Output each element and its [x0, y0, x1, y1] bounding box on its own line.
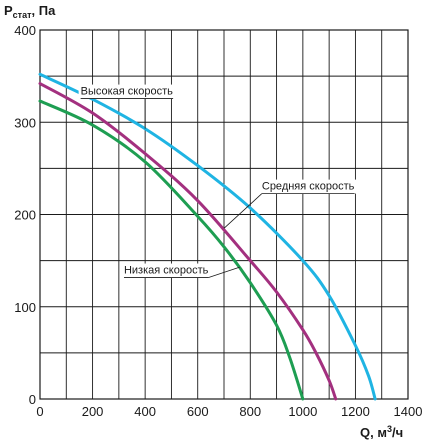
annotation-label: Низкая скорость [124, 265, 209, 277]
y-tick-labels: 0 100 200 300 400 [14, 23, 36, 407]
x-tick-label: 1400 [394, 404, 423, 419]
x-tick-label: 1000 [288, 404, 317, 419]
series-line-2 [38, 99, 305, 401]
y-tick-label: 100 [14, 300, 36, 315]
x-tick-label: 200 [82, 404, 104, 419]
series-lines [38, 72, 377, 401]
curve-annotation: Низкая скорость [121, 263, 240, 278]
plot-border [39, 29, 409, 400]
annotation-label-background [259, 179, 357, 194]
x-tick-label: 400 [134, 404, 156, 419]
y-axis-title: Pстат, Па [4, 3, 56, 20]
annotation-leader-line [208, 266, 240, 278]
x-tick-label: 600 [187, 404, 209, 419]
annotation-label: Средняя скорость [262, 181, 355, 193]
y-tick-label: 300 [14, 115, 36, 130]
curve-annotation: Высокая скорость [78, 84, 176, 129]
x-tick-label: 0 [36, 404, 43, 419]
series-line-1 [38, 82, 338, 401]
plot-frame [39, 29, 409, 400]
series-line-0 [38, 72, 377, 401]
y-tick-label: 400 [14, 23, 36, 38]
x-tick-labels: 0 200 400 600 800 1000 1200 1400 [36, 404, 422, 419]
annotation-label: Высокая скорость [81, 86, 173, 98]
y-tick-label: 200 [14, 208, 36, 223]
x-axis-title: Q, м3/ч [360, 424, 403, 440]
x-tick-label: 1200 [341, 404, 370, 419]
curve-annotations: Высокая скорость Средняя скорость Низкая с… [78, 84, 357, 278]
annotation-label-background [78, 84, 176, 99]
x-tick-label: 800 [239, 404, 261, 419]
annotation-label-background [121, 263, 211, 278]
y-tick-label: 0 [29, 392, 36, 407]
curve-annotation: Средняя скорость [223, 179, 357, 229]
annotation-leader-line [223, 193, 263, 229]
